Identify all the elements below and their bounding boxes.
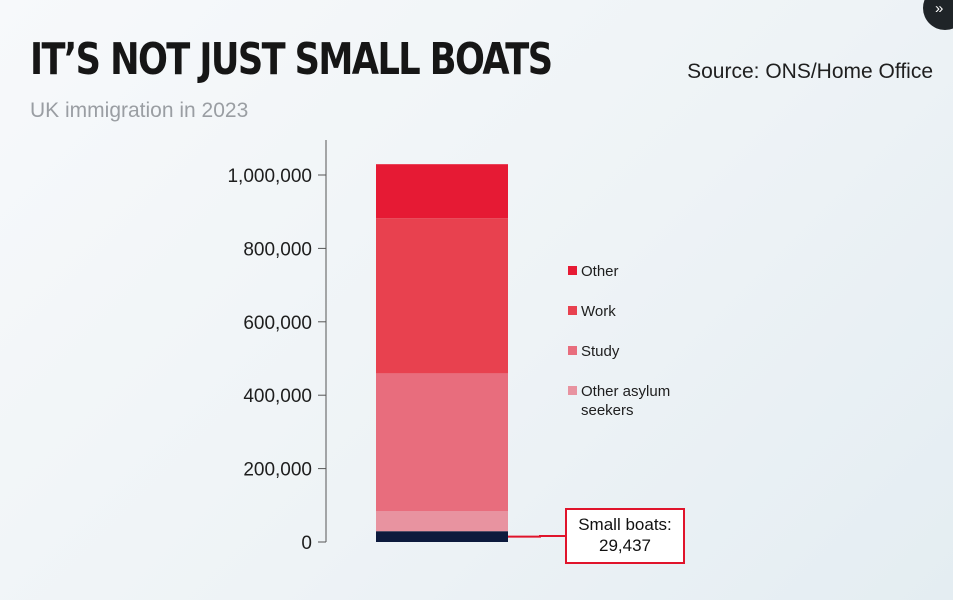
chart-title: IT’S NOT JUST SMALL BOATS — [30, 34, 553, 85]
y-tick-label: 1,000,000 — [227, 166, 312, 187]
y-tick-label: 200,000 — [243, 460, 312, 481]
legend-item: Other asylum seekers — [568, 382, 691, 420]
bar-segment-small-boats — [376, 531, 508, 542]
legend-label: Other asylum seekers — [581, 383, 671, 419]
y-tick-label: 400,000 — [243, 386, 312, 407]
legend-swatch — [568, 266, 577, 275]
bar-segment-study — [376, 373, 508, 512]
y-tick-label: 800,000 — [243, 239, 312, 260]
legend-label: Work — [581, 303, 616, 320]
legend-item: Other — [568, 262, 691, 281]
legend: Other Work Study Other asylum seekers — [568, 262, 691, 441]
chart-subtitle: UK immigration in 2023 — [30, 99, 249, 122]
callout-connector — [508, 535, 566, 538]
y-axis: 0 200,000 400,000 600,000 800,000 1,000,000 — [227, 140, 327, 554]
bar-segment-other — [376, 164, 508, 219]
small-boats-callout: Small boats: 29,437 — [565, 508, 685, 564]
y-tick-label: 600,000 — [243, 313, 312, 334]
legend-label: Study — [581, 343, 620, 360]
bar-segments — [376, 164, 508, 542]
callout-leader-line — [508, 535, 566, 538]
bar-segment-work — [376, 218, 508, 374]
callout-value: 29,437 — [599, 536, 651, 555]
legend-item: Work — [568, 302, 691, 321]
legend-swatch — [568, 346, 577, 355]
source-note: Source: ONS/Home Office — [687, 60, 933, 83]
legend-swatch — [568, 386, 577, 395]
legend-item: Study — [568, 342, 691, 361]
legend-label: Other — [581, 263, 619, 280]
double-chevron-right-icon: » — [935, 0, 944, 17]
legend-swatch — [568, 306, 577, 315]
callout-label: Small boats: — [578, 515, 672, 534]
bar-segment-other-asylum-seekers — [376, 511, 508, 532]
y-tick-label: 0 — [301, 533, 312, 554]
